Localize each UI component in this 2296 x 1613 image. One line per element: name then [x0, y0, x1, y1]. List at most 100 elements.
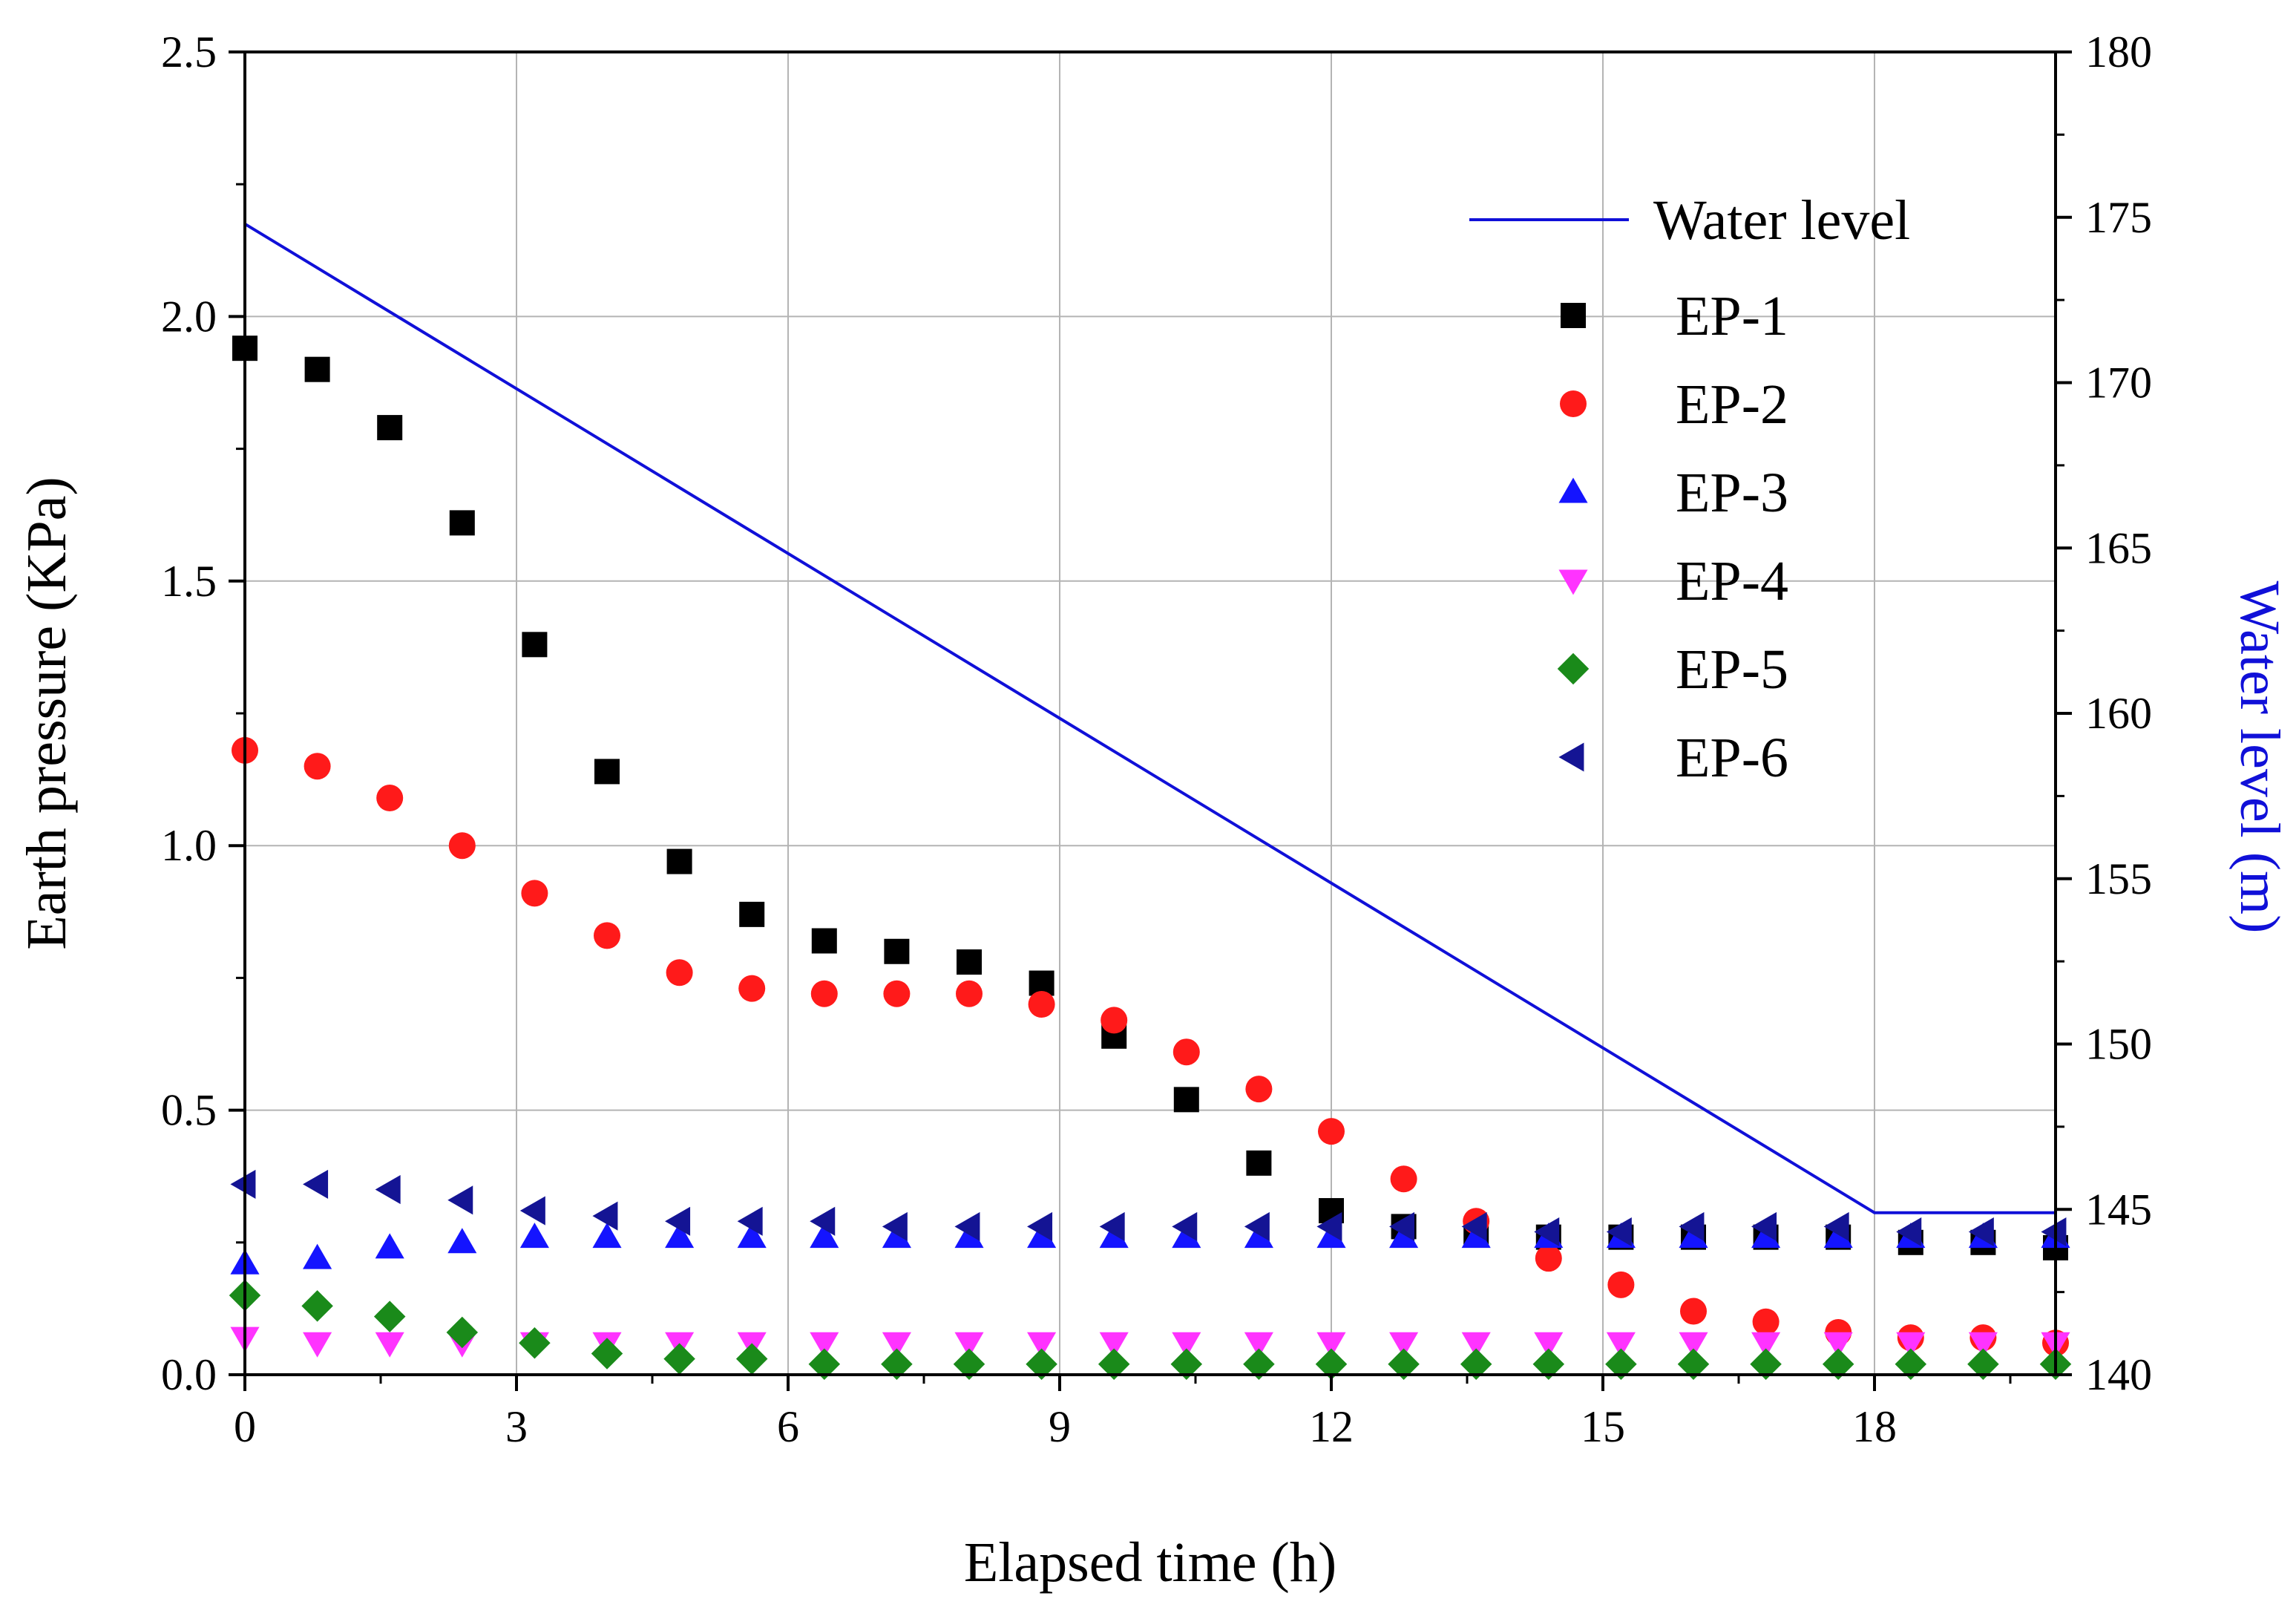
ep-5-point — [301, 1290, 333, 1322]
ep-5-point — [663, 1343, 695, 1375]
ep-5-point — [1967, 1348, 1999, 1380]
ep-6-point — [1027, 1211, 1053, 1241]
ep-3-point — [1316, 1223, 1346, 1249]
water-level-line — [243, 222, 2056, 1214]
y2-tick-label: 145 — [2085, 1185, 2152, 1234]
ep-6-point — [810, 1206, 836, 1236]
ep-6-point — [1316, 1211, 1342, 1241]
ep-3-point — [1823, 1223, 1853, 1249]
ep-6-point — [1968, 1217, 1994, 1247]
ep-2-point — [956, 980, 983, 1007]
ep-5-point — [1388, 1348, 1420, 1380]
legend-ep-1-marker — [1561, 303, 1586, 328]
x-tick-label: 3 — [505, 1402, 528, 1451]
ep-5-point — [1243, 1348, 1275, 1380]
ep-2-point — [1172, 1038, 1200, 1066]
axis-ticks: 0 3 6 9 12 15 18 0.0 0.5 1.0 1.5 2.0 2.5 140 145 150 155… — [161, 27, 2152, 1451]
ep-5-point — [1750, 1348, 1782, 1380]
ep-4-point — [1389, 1332, 1419, 1358]
ep-5-point — [1605, 1348, 1637, 1380]
ep-5-point — [1532, 1348, 1565, 1380]
ep-6-point — [1896, 1217, 1922, 1247]
ep-6-point — [1244, 1211, 1270, 1241]
ep-2-point — [738, 975, 766, 1002]
ep-4-point — [1968, 1332, 1998, 1358]
legend: Water level EP-1 EP-2 EP-3 EP-4 EP-5 EP-6 — [1469, 189, 1910, 789]
ep-6-point — [519, 1196, 545, 1226]
legend-ep-3-marker — [1558, 477, 1588, 503]
y2-tick-label: 155 — [2085, 854, 2152, 903]
ep-5-point — [1170, 1348, 1203, 1380]
ep-1-point — [739, 901, 765, 927]
y2-tick-label: 175 — [2085, 193, 2152, 242]
ep-3-point — [810, 1223, 839, 1249]
ep-3-point — [303, 1243, 332, 1269]
y2-tick-label: 150 — [2085, 1020, 2152, 1069]
ep-5-point — [1026, 1348, 1057, 1380]
ep-6-point — [230, 1169, 256, 1199]
ep-2-point — [304, 753, 331, 780]
ep-3-point — [1099, 1223, 1129, 1249]
ep-4-point — [1606, 1332, 1636, 1358]
ep-3-point — [375, 1233, 404, 1259]
ep-2-point — [883, 980, 911, 1007]
y2-tick-label: 140 — [2085, 1350, 2152, 1399]
ep-4-point — [1244, 1332, 1273, 1358]
legend-ep-4-marker — [1558, 569, 1588, 595]
legend-ep-2-label: EP-2 — [1676, 373, 1788, 436]
ep-4-point — [954, 1332, 984, 1358]
ep-1-point — [811, 928, 837, 954]
ep-2-point — [1245, 1076, 1273, 1103]
ep-1-point — [957, 949, 982, 975]
ep-2-point — [1028, 991, 1055, 1018]
grid — [245, 52, 2056, 1375]
x-tick-label: 0 — [234, 1402, 256, 1451]
legend-ep-4-label: EP-4 — [1676, 550, 1788, 612]
ep-6-point — [1606, 1217, 1632, 1247]
ep-3-point — [954, 1223, 984, 1249]
ep-2-point — [1390, 1165, 1417, 1193]
ep-2-point — [521, 880, 548, 907]
ep-2-point — [448, 832, 476, 860]
ep-6-point — [2041, 1217, 2067, 1247]
ep-4-point — [1823, 1332, 1853, 1358]
ep-6-point — [1172, 1211, 1198, 1241]
ep-5-point — [373, 1300, 406, 1332]
y-tick-label: 2.0 — [161, 292, 217, 341]
ep-1-point — [304, 356, 330, 382]
ep-5-point — [1895, 1348, 1927, 1380]
ep-1-point — [1173, 1087, 1199, 1113]
ep-4-point — [1461, 1332, 1491, 1358]
ep-3-point — [1389, 1223, 1419, 1249]
ep-6-point — [1534, 1217, 1560, 1247]
legend-ep-6-label: EP-6 — [1676, 727, 1788, 789]
legend-ep-2-marker — [1560, 390, 1587, 417]
ep-3-point — [519, 1223, 549, 1249]
ep-2-point — [376, 785, 404, 812]
ep-5-point — [1098, 1348, 1130, 1380]
ep-5-point — [591, 1338, 623, 1370]
ep-3-point — [1027, 1223, 1057, 1249]
ep-5-point — [1822, 1348, 1854, 1380]
ep-3-point — [592, 1223, 622, 1249]
y-tick-label: 0.5 — [161, 1086, 217, 1135]
ep-4-point — [1172, 1332, 1201, 1358]
ep-3-point — [1679, 1223, 1708, 1249]
ep-6-point — [375, 1174, 401, 1205]
y2-tick-label: 170 — [2085, 359, 2152, 408]
ep-5-point — [519, 1326, 551, 1359]
x-axis-title: Elapsed time (h) — [964, 1531, 1336, 1594]
ep-6-point — [665, 1206, 691, 1236]
y2-axis-title: Water level (m) — [2228, 581, 2291, 934]
data-markers — [229, 336, 2072, 1380]
ep-2-point — [666, 959, 693, 987]
ep-4-point — [1896, 1332, 1926, 1358]
ep-3-point — [882, 1223, 911, 1249]
x-tick-label: 6 — [777, 1402, 799, 1451]
ep-6-point — [1679, 1211, 1705, 1241]
ep-6-point — [592, 1201, 618, 1231]
legend-ep-5-label: EP-5 — [1676, 638, 1788, 701]
ep-5-point — [808, 1348, 841, 1380]
